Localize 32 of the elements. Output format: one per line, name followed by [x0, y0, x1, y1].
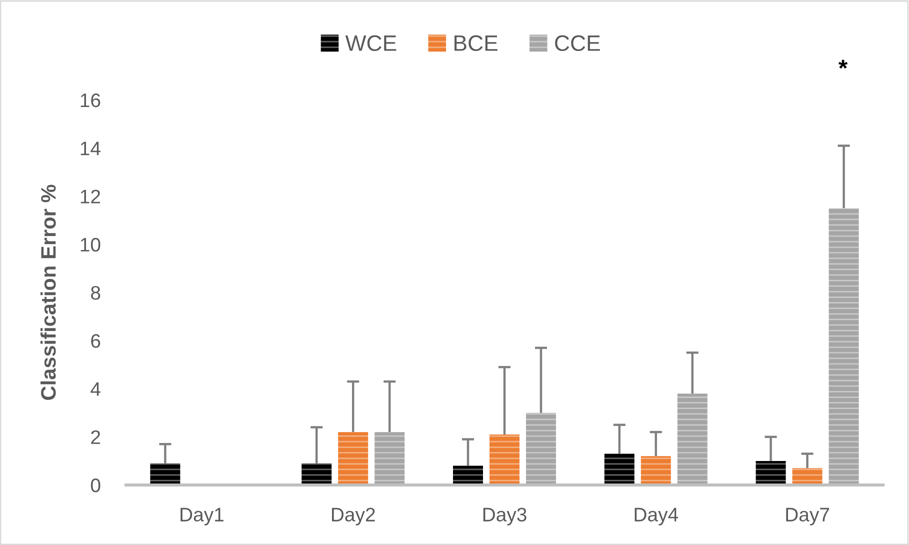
y-tick-label: 10: [80, 238, 100, 252]
legend-label: CCE: [555, 35, 600, 52]
y-tick-label: 14: [80, 142, 100, 156]
bar: [828, 208, 859, 485]
bar: [338, 432, 368, 485]
x-tick-label: Day4: [634, 508, 678, 526]
bar: [374, 432, 405, 485]
y-tick-label: 4: [90, 382, 100, 396]
bar: [302, 463, 332, 485]
bar: [756, 460, 786, 485]
bar: [604, 454, 634, 485]
bar: [453, 466, 483, 485]
bar: [640, 456, 671, 485]
y-tick-label: 8: [91, 286, 100, 300]
y-tick-label: 12: [80, 190, 100, 204]
legend-label: WCE: [345, 35, 396, 52]
y-tick-label: 2: [91, 430, 100, 444]
x-tick-label: Day1: [180, 508, 224, 526]
bar: [677, 394, 708, 485]
text: *: [838, 60, 848, 69]
y-tick-label: 16: [80, 93, 100, 108]
y-tick-label: 6: [91, 334, 100, 348]
bar: [490, 434, 520, 485]
x-tick-label: Day7: [786, 508, 830, 526]
x-tick-label: Day2: [332, 508, 375, 526]
legend-label: BCE: [454, 35, 498, 52]
bar: [526, 412, 556, 485]
bar: [792, 468, 822, 485]
x-tick-label: Day3: [483, 508, 526, 526]
bar: [150, 463, 180, 485]
y-tick-label: 0: [90, 478, 100, 492]
y-axis-title: Classification Error %: [40, 184, 56, 400]
